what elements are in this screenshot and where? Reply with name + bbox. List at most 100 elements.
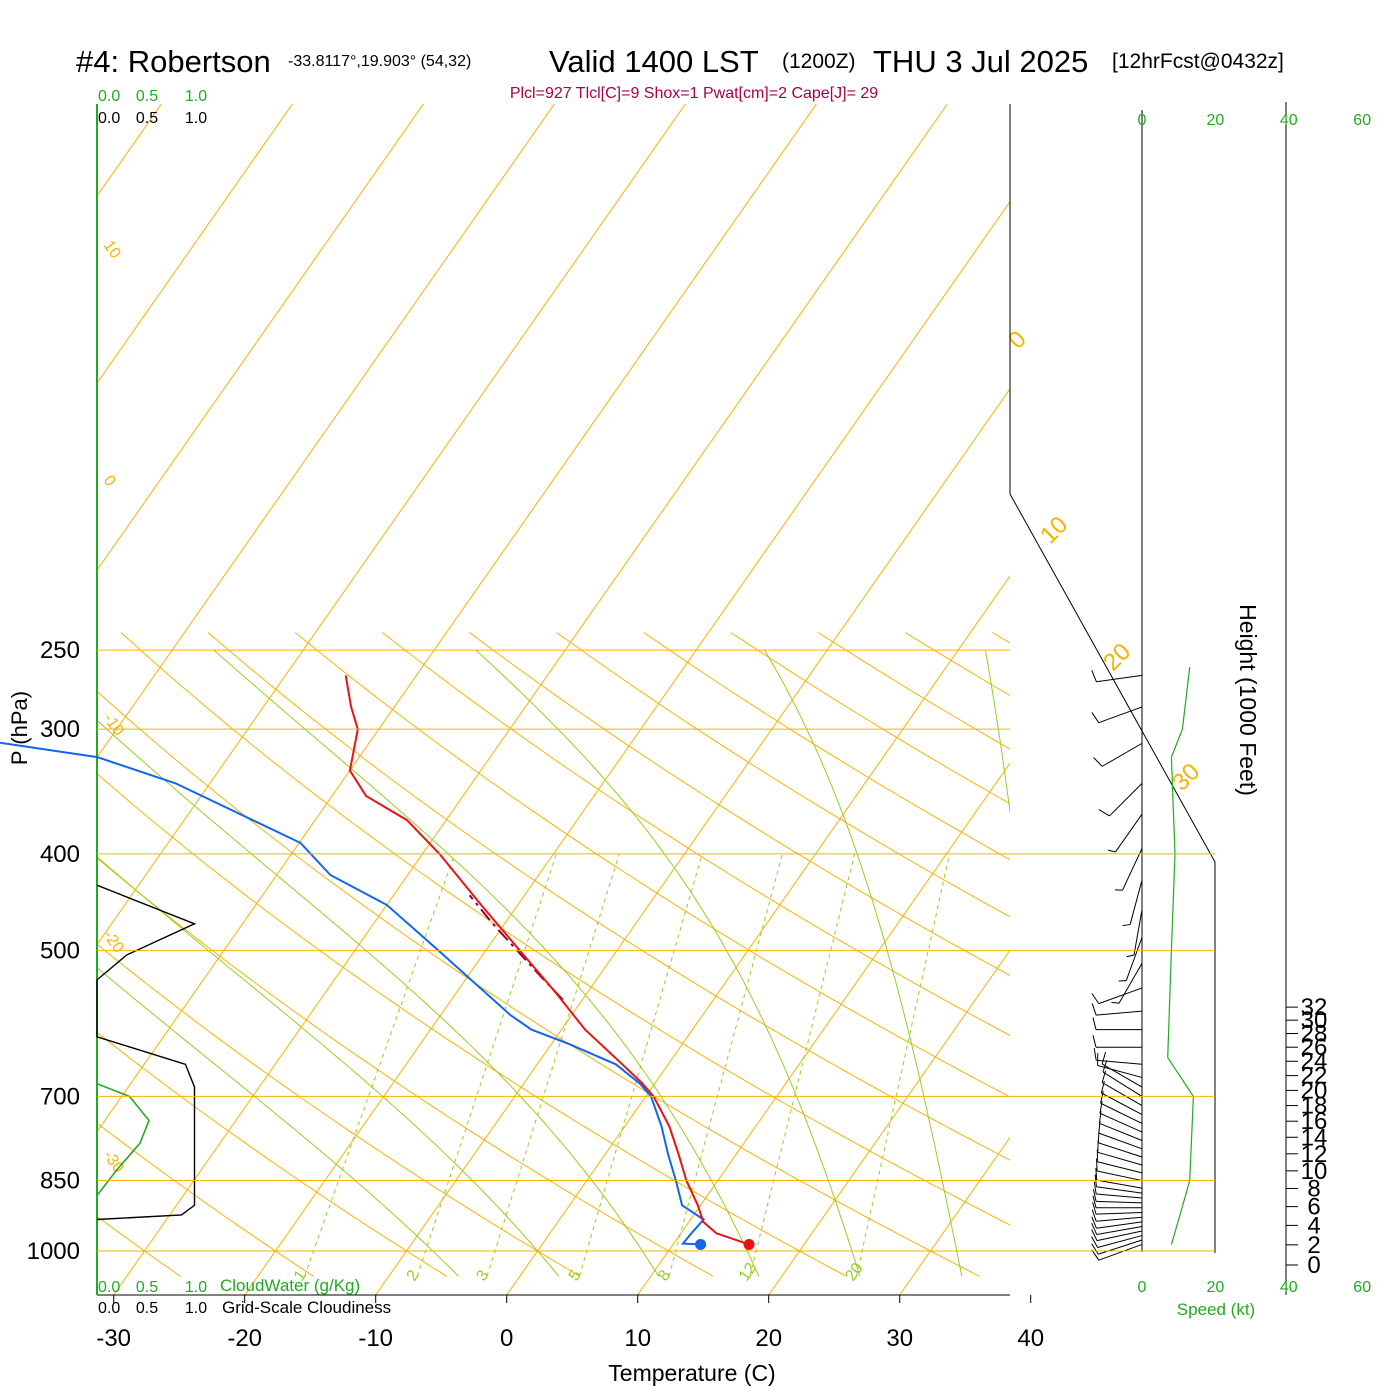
surface-dewpoint-marker: [695, 1238, 707, 1250]
cloudwater-scale-label-bottom: 1.0: [185, 1279, 207, 1296]
isotherm-label-right: 10: [1035, 511, 1073, 549]
dry-adiabat: [97, 943, 581, 1277]
mixing-ratio-label: 3: [473, 1267, 492, 1284]
cloudwater-scale-label-top: 1.0: [185, 88, 207, 105]
mixing-ratio-line: [856, 853, 950, 1277]
wind-barb: [1125, 937, 1143, 981]
isotherm-line: [97, 104, 555, 759]
dry-adiabat: [97, 773, 847, 1277]
pressure-tick-label: 1000: [27, 1238, 80, 1265]
wind-barb: [1133, 909, 1143, 956]
mixing-ratio-line: [749, 853, 856, 1277]
height-tick-label: 32: [1301, 994, 1328, 1021]
wind-barb-flag: [1091, 1229, 1098, 1241]
height-axis-title: Height (1000 Feet): [1235, 604, 1261, 796]
wind-barb: [1098, 1142, 1143, 1158]
cloudwater-scale-label-bottom: 0.5: [136, 1279, 158, 1296]
height-tick-label: 22: [1301, 1063, 1328, 1090]
wind-barb: [1101, 1063, 1143, 1088]
height-tick-label: 26: [1301, 1034, 1328, 1061]
cloudwater-scale-label-bottom: 0.0: [98, 1279, 120, 1296]
wind-barb: [1097, 1161, 1143, 1174]
mixing-ratio-line: [668, 853, 783, 1277]
mixing-ratio-line: [578, 853, 703, 1277]
dry-adiabat: [1341, 633, 1400, 1277]
dry-adiabat: [643, 632, 1010, 861]
wind-barb: [1096, 1170, 1143, 1182]
pressure-tick-label: 300: [40, 716, 80, 743]
wind-speed-line: [1167, 667, 1195, 1245]
wind-barb-flag: [1092, 1189, 1097, 1202]
x-axis-title: Temperature (C): [608, 1360, 775, 1386]
wind-barb: [1101, 742, 1143, 767]
dry-adiabat: [381, 632, 1010, 1037]
dry-adiabat: [97, 1031, 447, 1277]
temperature-tick-label: -10: [358, 1325, 393, 1352]
wind-barb-flag: [1101, 1070, 1107, 1083]
speed-tick-label-top: 40: [1280, 112, 1298, 129]
mixing-ratio-line: [416, 853, 557, 1277]
forecast-info: [12hrFcst@0432z]: [1112, 50, 1284, 73]
wind-barb: [1118, 963, 1143, 1004]
wind-barb: [1129, 880, 1143, 925]
isotherm-line: [97, 104, 686, 946]
isotherm-line: [97, 104, 293, 385]
speed-tick-label-bottom: 40: [1280, 1279, 1298, 1296]
wind-barb: [1100, 1102, 1143, 1124]
dry-adiabat: [97, 1122, 314, 1277]
wind-barb-flag: [1093, 1181, 1097, 1195]
temperature-tick-label: 30: [886, 1325, 913, 1352]
wind-barb-flag: [1092, 1202, 1097, 1215]
wind-barb-flag: [1092, 1017, 1097, 1030]
height-tick-label: 2: [1307, 1232, 1320, 1259]
height-tick-label: 4: [1307, 1212, 1320, 1239]
wind-barb-flag: [1091, 993, 1100, 1004]
station-title: #4: Robertson: [76, 44, 271, 79]
wind-barb-flag: [1099, 1101, 1103, 1114]
cloudiness-scale-label-bottom: 0.0: [98, 1300, 120, 1317]
wind-barb-flag: [1100, 1080, 1105, 1094]
height-tick-label: 30: [1301, 1007, 1328, 1034]
mixing-ratio-label: 8: [655, 1267, 674, 1284]
dry-adiabat: [207, 632, 1010, 1161]
isotherm-line: [97, 104, 424, 572]
speed-tick-label-top: 0: [1138, 112, 1147, 129]
wind-barb-flag: [1091, 1243, 1099, 1255]
surface-temperature-marker: [743, 1238, 755, 1250]
cloudwater-scale-label-top: 0.0: [98, 88, 120, 105]
thermo-grid: [97, 104, 1400, 1295]
cloudwater-title: CloudWater (g/Kg): [220, 1276, 360, 1295]
moist-adiabat: [97, 856, 560, 1277]
speed-axis-title: Speed (kt): [1177, 1300, 1255, 1319]
wind-barb: [1098, 1132, 1143, 1150]
wind-barb-flag: [1098, 809, 1110, 817]
wind-barb-flag: [1101, 1051, 1107, 1065]
frame-right-edge: [1009, 104, 1216, 1253]
wind-barb: [1096, 674, 1143, 683]
temperature-tick-label: 10: [624, 1325, 651, 1352]
speed-tick-label-bottom: 20: [1207, 1279, 1225, 1296]
wind-barb-flag: [1126, 954, 1135, 958]
wind-barb: [1096, 1216, 1143, 1222]
valid-date: THU 3 Jul 2025: [873, 44, 1088, 79]
wind-barb-flag: [1091, 1209, 1097, 1222]
isotherm-label-left: 10: [100, 238, 124, 262]
cloudwater-scale-label-top: 0.5: [136, 88, 158, 105]
cloudiness-scale-label-top: 0.0: [98, 110, 120, 127]
height-tick-label: 20: [1301, 1077, 1328, 1104]
cloud-profiles: [96, 884, 197, 1221]
isotherm-line: [113, 104, 948, 1295]
temperature-line: [344, 675, 750, 1246]
wind-barb: [1097, 1151, 1143, 1166]
wind-barb: [1098, 1239, 1143, 1255]
moist-adiabat: [984, 650, 1010, 816]
wind-barb-flag: [1095, 1167, 1098, 1181]
wind-barb: [1115, 813, 1143, 853]
wind-barb: [1122, 848, 1143, 891]
pressure-tick-label: 850: [40, 1168, 80, 1195]
dewpoint-line: [0, 741, 706, 1246]
wind-barb: [1096, 1010, 1143, 1016]
